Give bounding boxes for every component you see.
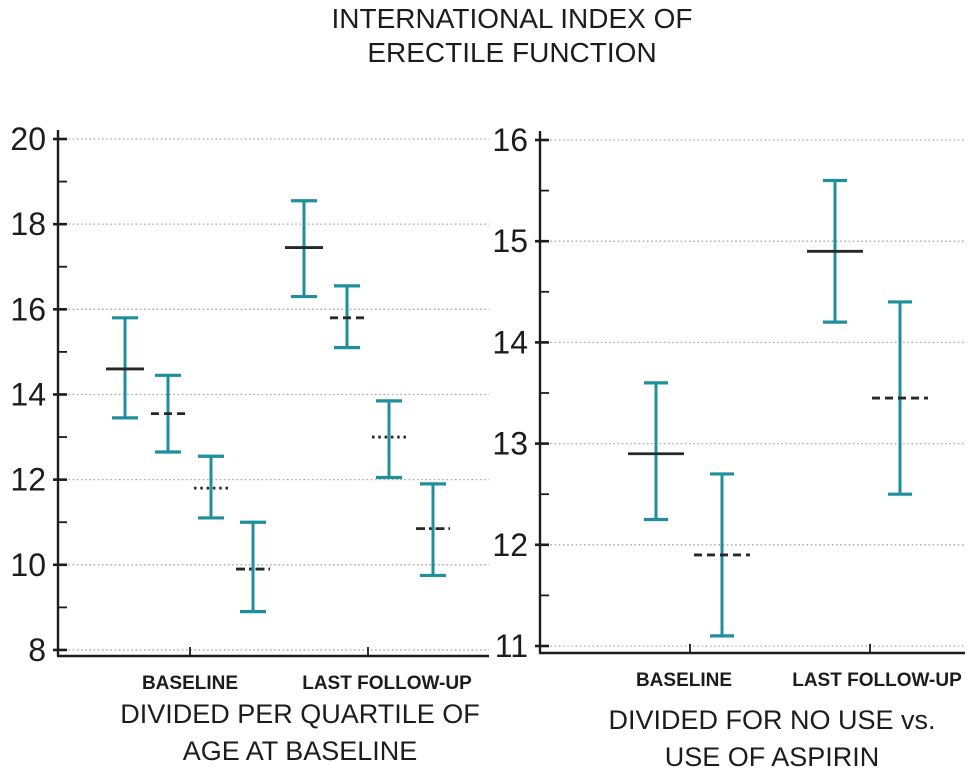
- y-tick-label-14: 14: [492, 324, 528, 360]
- error-bar-last-follow-up-1: [285, 199, 323, 299]
- y-tick-label-11: 11: [495, 628, 528, 664]
- y-tick-label-8: 8: [28, 632, 46, 668]
- right-panel-caption-line2: USE OF ASPIRIN: [664, 742, 880, 772]
- y-tick-label-13: 13: [492, 426, 528, 462]
- y-tick-label-14: 14: [10, 376, 46, 412]
- y-tick-label-10: 10: [10, 547, 46, 583]
- y-tick-label-12: 12: [492, 527, 528, 563]
- error-bar-last-follow-up-3: [372, 399, 406, 480]
- y-tick-label-18: 18: [10, 206, 46, 242]
- error-bar-baseline-3: [194, 454, 228, 520]
- x-axis-label-baseline: BASELINE: [636, 670, 732, 691]
- error-bar-baseline-2: [694, 472, 750, 638]
- left-panel-caption: DIVIDED PER QUARTILE OF AGE AT BASELINE: [120, 696, 480, 770]
- right-panel-caption-line1: DIVIDED FOR NO USE vs.: [608, 705, 936, 735]
- x-axis-label-last-follow-up: LAST FOLLOW-UP: [792, 670, 962, 691]
- error-bar-baseline-4: [236, 520, 270, 614]
- error-bar-baseline-1: [628, 381, 684, 522]
- error-bar-baseline-1: [106, 316, 144, 420]
- chart-title-line1: INTERNATIONAL INDEX OF: [331, 3, 693, 34]
- error-bar-baseline-2: [151, 373, 185, 454]
- x-axis-label-last-follow-up: LAST FOLLOW-UP: [302, 673, 472, 694]
- y-tick-label-16: 16: [10, 291, 46, 327]
- left-panel-caption-line2: AGE AT BASELINE: [182, 736, 418, 766]
- y-tick-label-15: 15: [492, 223, 528, 259]
- left-panel-caption-line1: DIVIDED PER QUARTILE OF: [120, 699, 480, 729]
- right-panel-caption: DIVIDED FOR NO USE vs. USE OF ASPIRIN: [608, 702, 935, 776]
- chart-title-line2: ERECTILE FUNCTION: [367, 37, 657, 68]
- y-tick-label-16: 16: [492, 122, 528, 158]
- chart-title: INTERNATIONAL INDEX OF ERECTILE FUNCTION: [332, 2, 693, 70]
- error-bar-last-follow-up-1: [807, 178, 863, 324]
- error-bar-last-follow-up-2: [872, 300, 928, 496]
- error-bar-last-follow-up-2: [330, 284, 364, 350]
- panel-left: 20 18 16 14 12 10 8 BASELINE LAST FOLLOW-UP: [10, 121, 489, 694]
- y-tick-label-20: 20: [10, 121, 46, 157]
- panel-right: 16 15 14 13 12 11 BASELINE LAST FOLLOW-UP: [492, 122, 965, 691]
- y-tick-label-12: 12: [10, 462, 46, 498]
- error-bar-last-follow-up-4: [416, 482, 450, 578]
- x-axis-label-baseline: BASELINE: [142, 673, 238, 694]
